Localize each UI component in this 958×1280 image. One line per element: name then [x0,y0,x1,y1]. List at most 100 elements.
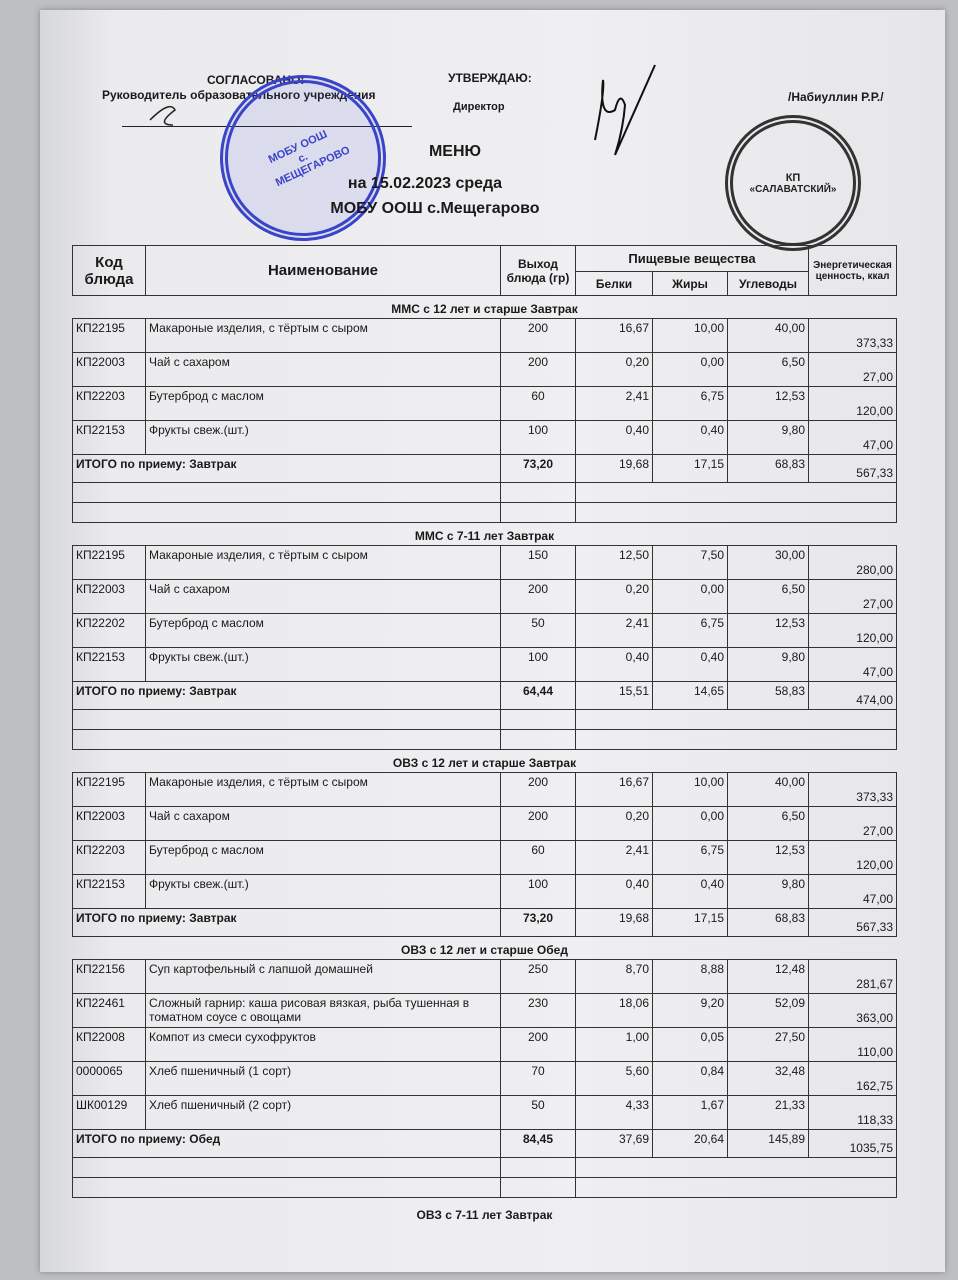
dish-row: КП22195 Макароные изделия, с тёртым с сыр… [72,772,897,807]
col-name: Наименование [145,245,501,296]
section-title-row: ОВЗ с 12 лет и старше Обед [73,937,897,960]
dish-protein: 4,33 [575,1095,653,1130]
total-protein: 19,68 [575,454,653,483]
dish-fat: 0,84 [652,1061,728,1096]
dish-protein: 0,20 [575,579,653,614]
dish-fat: 0,40 [652,647,728,682]
total-row: ИТОГО по приему: Завтрак 64,44 15,51 14,65 5… [72,681,897,710]
empty-cell [575,709,897,730]
dish-carbs: 12,53 [727,386,809,421]
total-protein: 15,51 [575,681,653,710]
dish-protein: 0,20 [575,806,653,841]
dish-row: КП22153 Фрукты свеж.(шт.) 100 0,40 0,40 9,80 4… [72,420,897,455]
total-protein: 19,68 [575,908,653,937]
dish-yield: 200 [500,318,576,353]
signature-line [122,126,412,127]
dish-energy: 120,00 [808,386,897,421]
empty-cell [500,502,576,523]
total-label: ИТОГО по приему: Завтрак [72,454,501,483]
dish-carbs: 40,00 [727,318,809,353]
dish-carbs: 9,80 [727,874,809,909]
section-title: ОВЗ с 12 лет и старше Завтрак [392,756,577,770]
dish-yield: 50 [500,613,576,648]
dish-code: ШК00129 [72,1095,146,1130]
total-yield: 73,20 [500,454,576,483]
dish-fat: 0,00 [652,806,728,841]
dish-fat: 6,75 [652,386,728,421]
dish-energy: 281,67 [808,959,897,994]
agreed-label: СОГЛАСОВАНО: [207,73,305,87]
signature-image-left [149,105,176,126]
dish-code: КП22195 [72,772,146,807]
dish-code: КП22202 [72,613,146,648]
dish-energy: 120,00 [808,840,897,875]
dish-row: КП22461 Сложный гарнир: каша рисовая вязк… [72,993,897,1028]
dish-row: КП22203 Бутерброд с маслом 60 2,41 6,75 12,53… [72,386,897,421]
empty-row [72,482,897,503]
dish-carbs: 52,09 [727,993,809,1028]
dish-yield: 200 [500,1027,576,1062]
approve-role: Директор [453,101,505,113]
section-title: ОВЗ с 12 лет и старше Обед [401,943,568,957]
dish-protein: 2,41 [575,840,653,875]
dish-yield: 60 [500,386,576,421]
dish-row: КП22156 Суп картофельный с лапшой домашне… [72,959,897,994]
total-protein: 37,69 [575,1129,653,1158]
dish-energy: 162,75 [808,1061,897,1096]
dish-energy: 120,00 [808,613,897,648]
dish-energy: 373,33 [808,772,897,807]
dish-energy: 110,00 [808,1027,897,1062]
dish-carbs: 30,00 [727,545,809,580]
dish-row: КП22153 Фрукты свеж.(шт.) 100 0,40 0,40 9,80 4… [72,874,897,909]
dish-row: КП22195 Макароные изделия, с тёртым с сыр… [72,318,897,353]
col-carbs: Углеводы [727,271,809,296]
dish-code: КП22003 [72,806,146,841]
dish-energy: 373,33 [808,318,897,353]
dish-energy: 118,33 [808,1095,897,1130]
dish-name: Хлеб пшеничный (2 сорт) [145,1095,501,1130]
menu-date: на 15.02.2023 среда [347,175,503,192]
dish-energy: 47,00 [808,647,897,682]
dish-name: Макароные изделия, с тёртым с сыром [145,545,501,580]
total-energy: 567,33 [808,454,897,483]
agreed-role: Руководитель образовательного учреждения [102,88,376,102]
dish-code: 0000065 [72,1061,146,1096]
dish-fat: 0,00 [652,579,728,614]
dish-fat: 6,75 [652,613,728,648]
dish-row: КП22008 Компот из смеси сухофруктов 200 1,0… [72,1027,897,1062]
total-label: ИТОГО по приему: Завтрак [72,908,501,937]
dish-carbs: 12,48 [727,959,809,994]
dish-code: КП22195 [72,318,146,353]
empty-cell [500,709,576,730]
total-row: ИТОГО по приему: Обед 84,45 37,69 20,64 145,… [72,1129,897,1158]
dish-energy: 47,00 [808,420,897,455]
dish-yield: 70 [500,1061,576,1096]
total-fat: 14,65 [652,681,728,710]
empty-cell [72,729,501,750]
total-label: ИТОГО по приему: Обед [72,1129,501,1158]
dish-protein: 0,40 [575,647,653,682]
dish-protein: 2,41 [575,613,653,648]
dish-yield: 100 [500,647,576,682]
dish-name: Макароные изделия, с тёртым с сыром [145,772,501,807]
dish-name: Сложный гарнир: каша рисовая вязкая, рыб… [145,993,501,1028]
empty-cell [500,729,576,750]
total-yield: 84,45 [500,1129,576,1158]
dish-code: КП22203 [72,386,146,421]
dish-yield: 100 [500,874,576,909]
empty-row [72,709,897,730]
dish-name: Бутерброд с маслом [145,613,501,648]
dish-protein: 12,50 [575,545,653,580]
dish-carbs: 12,53 [727,840,809,875]
dish-carbs: 6,50 [727,806,809,841]
dish-row: КП22153 Фрукты свеж.(шт.) 100 0,40 0,40 9,80 4… [72,647,897,682]
menu-table: Код блюда Наименование Выход блюда (гр) … [72,245,897,1224]
dish-carbs: 27,50 [727,1027,809,1062]
dish-yield: 50 [500,1095,576,1130]
dish-name: Чай с сахаром [145,352,501,387]
empty-cell [575,502,897,523]
empty-cell [575,1157,897,1178]
dish-row: КП22195 Макароные изделия, с тёртым с сыр… [72,545,897,580]
dish-code: КП22003 [72,579,146,614]
dish-yield: 200 [500,352,576,387]
